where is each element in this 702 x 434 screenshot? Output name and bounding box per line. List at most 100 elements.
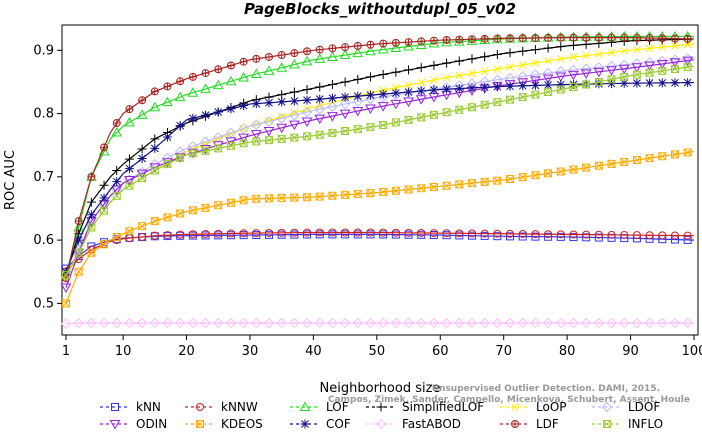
data-point-ldf xyxy=(315,45,324,54)
data-point-lof xyxy=(479,34,491,45)
data-point-inflo xyxy=(480,100,489,109)
legend-marker-inflo xyxy=(603,420,611,428)
data-point-ldf xyxy=(455,35,464,44)
data-point-fastabod xyxy=(301,317,313,329)
data-point-knnw xyxy=(303,228,312,237)
data-point-cof xyxy=(251,99,261,109)
legend-label: COF xyxy=(326,417,351,431)
data-point-kdeos xyxy=(379,188,388,197)
data-point-simplifiedlof xyxy=(99,180,109,190)
data-point-simplifiedlof xyxy=(467,54,477,64)
data-point-simplifiedlof xyxy=(518,46,528,56)
data-point-cof xyxy=(454,84,464,94)
data-point-ldof xyxy=(238,123,249,134)
data-point-knnw xyxy=(138,232,147,241)
series-kdeos xyxy=(62,148,695,308)
data-point-odin xyxy=(238,133,249,144)
data-point-kdeos xyxy=(277,194,286,203)
data-point-knn xyxy=(493,232,502,241)
series-layer xyxy=(60,30,695,329)
data-point-knn xyxy=(594,233,603,242)
data-point-fastabod xyxy=(314,317,325,329)
data-point-inflo xyxy=(150,166,159,175)
data-point-fastabod xyxy=(466,317,478,329)
data-point-cof xyxy=(556,80,566,90)
data-point-odin xyxy=(60,283,72,294)
legend-marker-lof xyxy=(299,401,311,411)
data-point-inflo xyxy=(100,206,109,215)
data-point-fastabod xyxy=(606,317,617,329)
data-point-ldf xyxy=(201,69,210,78)
x-axis-label: Neighborhood size xyxy=(320,381,441,396)
data-point-simplifiedlof xyxy=(327,79,337,89)
data-point-knnw xyxy=(544,230,553,239)
series-knnw xyxy=(62,228,695,276)
series-knn xyxy=(62,230,695,273)
data-point-knn xyxy=(544,232,553,241)
data-point-loop xyxy=(544,57,552,65)
data-point-knnw xyxy=(429,229,438,238)
data-point-loop xyxy=(658,43,667,51)
data-point-simplifiedlof xyxy=(429,60,439,70)
legend-label: LDOF xyxy=(628,400,660,414)
data-point-inflo xyxy=(214,144,223,153)
data-point-fastabod xyxy=(454,317,465,329)
data-point-loop xyxy=(392,83,400,92)
legend-marker-ldf xyxy=(511,420,519,428)
data-point-odin xyxy=(352,107,364,117)
data-point-kdeos xyxy=(176,209,185,218)
data-point-cof xyxy=(289,96,299,106)
data-point-lof xyxy=(124,116,135,127)
data-point-fastabod xyxy=(352,317,364,329)
legend-marker-ldof xyxy=(601,401,613,413)
data-point-ldf xyxy=(506,34,515,43)
data-point-ldf xyxy=(620,33,629,42)
data-point-knn xyxy=(455,231,464,240)
data-point-lof xyxy=(466,35,478,45)
data-point-lof xyxy=(200,83,211,93)
data-point-ldof xyxy=(276,113,287,124)
data-point-ldf xyxy=(188,72,197,81)
data-point-kdeos xyxy=(163,213,172,222)
data-point-fastabod xyxy=(238,317,249,329)
x-tick-label: 80 xyxy=(559,344,576,359)
data-point-fastabod xyxy=(98,317,110,329)
data-point-ldf xyxy=(366,40,375,49)
data-point-loop xyxy=(265,116,273,125)
data-point-cof xyxy=(239,101,249,111)
data-point-simplifiedlof xyxy=(556,42,566,52)
data-point-knnw xyxy=(417,228,426,237)
data-point-knn xyxy=(683,235,692,244)
data-point-odin xyxy=(390,99,402,110)
data-point-kdeos xyxy=(645,154,654,163)
data-point-kdeos xyxy=(556,167,565,176)
x-tick-label: 10 xyxy=(115,344,132,359)
data-point-odin xyxy=(669,58,681,68)
data-point-cof xyxy=(150,143,160,153)
legend-label: INFLO xyxy=(628,417,663,431)
data-point-inflo xyxy=(620,72,629,81)
data-point-knnw xyxy=(556,230,565,239)
data-point-loop xyxy=(531,59,540,67)
data-point-odin xyxy=(530,76,541,86)
data-point-ldf xyxy=(379,39,388,48)
data-point-knnw xyxy=(645,231,654,240)
data-point-ldf xyxy=(442,35,451,44)
data-point-fastabod xyxy=(377,317,389,329)
data-point-ldf xyxy=(290,49,299,58)
data-point-loop xyxy=(556,55,565,63)
data-point-knn xyxy=(506,232,515,241)
data-point-ldf xyxy=(264,52,273,61)
data-point-fastabod xyxy=(682,317,693,329)
data-point-ldf xyxy=(87,172,96,181)
data-point-cof xyxy=(645,78,655,88)
data-point-loop xyxy=(683,40,692,49)
data-point-knnw xyxy=(201,230,210,239)
data-point-odin xyxy=(124,176,135,186)
y-tick-label: 0.7 xyxy=(33,170,54,185)
data-point-fastabod xyxy=(403,317,414,329)
legend-item-ldof: LDOF xyxy=(592,400,660,414)
data-point-simplifiedlof xyxy=(340,77,350,87)
data-point-ldf xyxy=(74,217,83,226)
data-point-inflo xyxy=(163,160,172,169)
